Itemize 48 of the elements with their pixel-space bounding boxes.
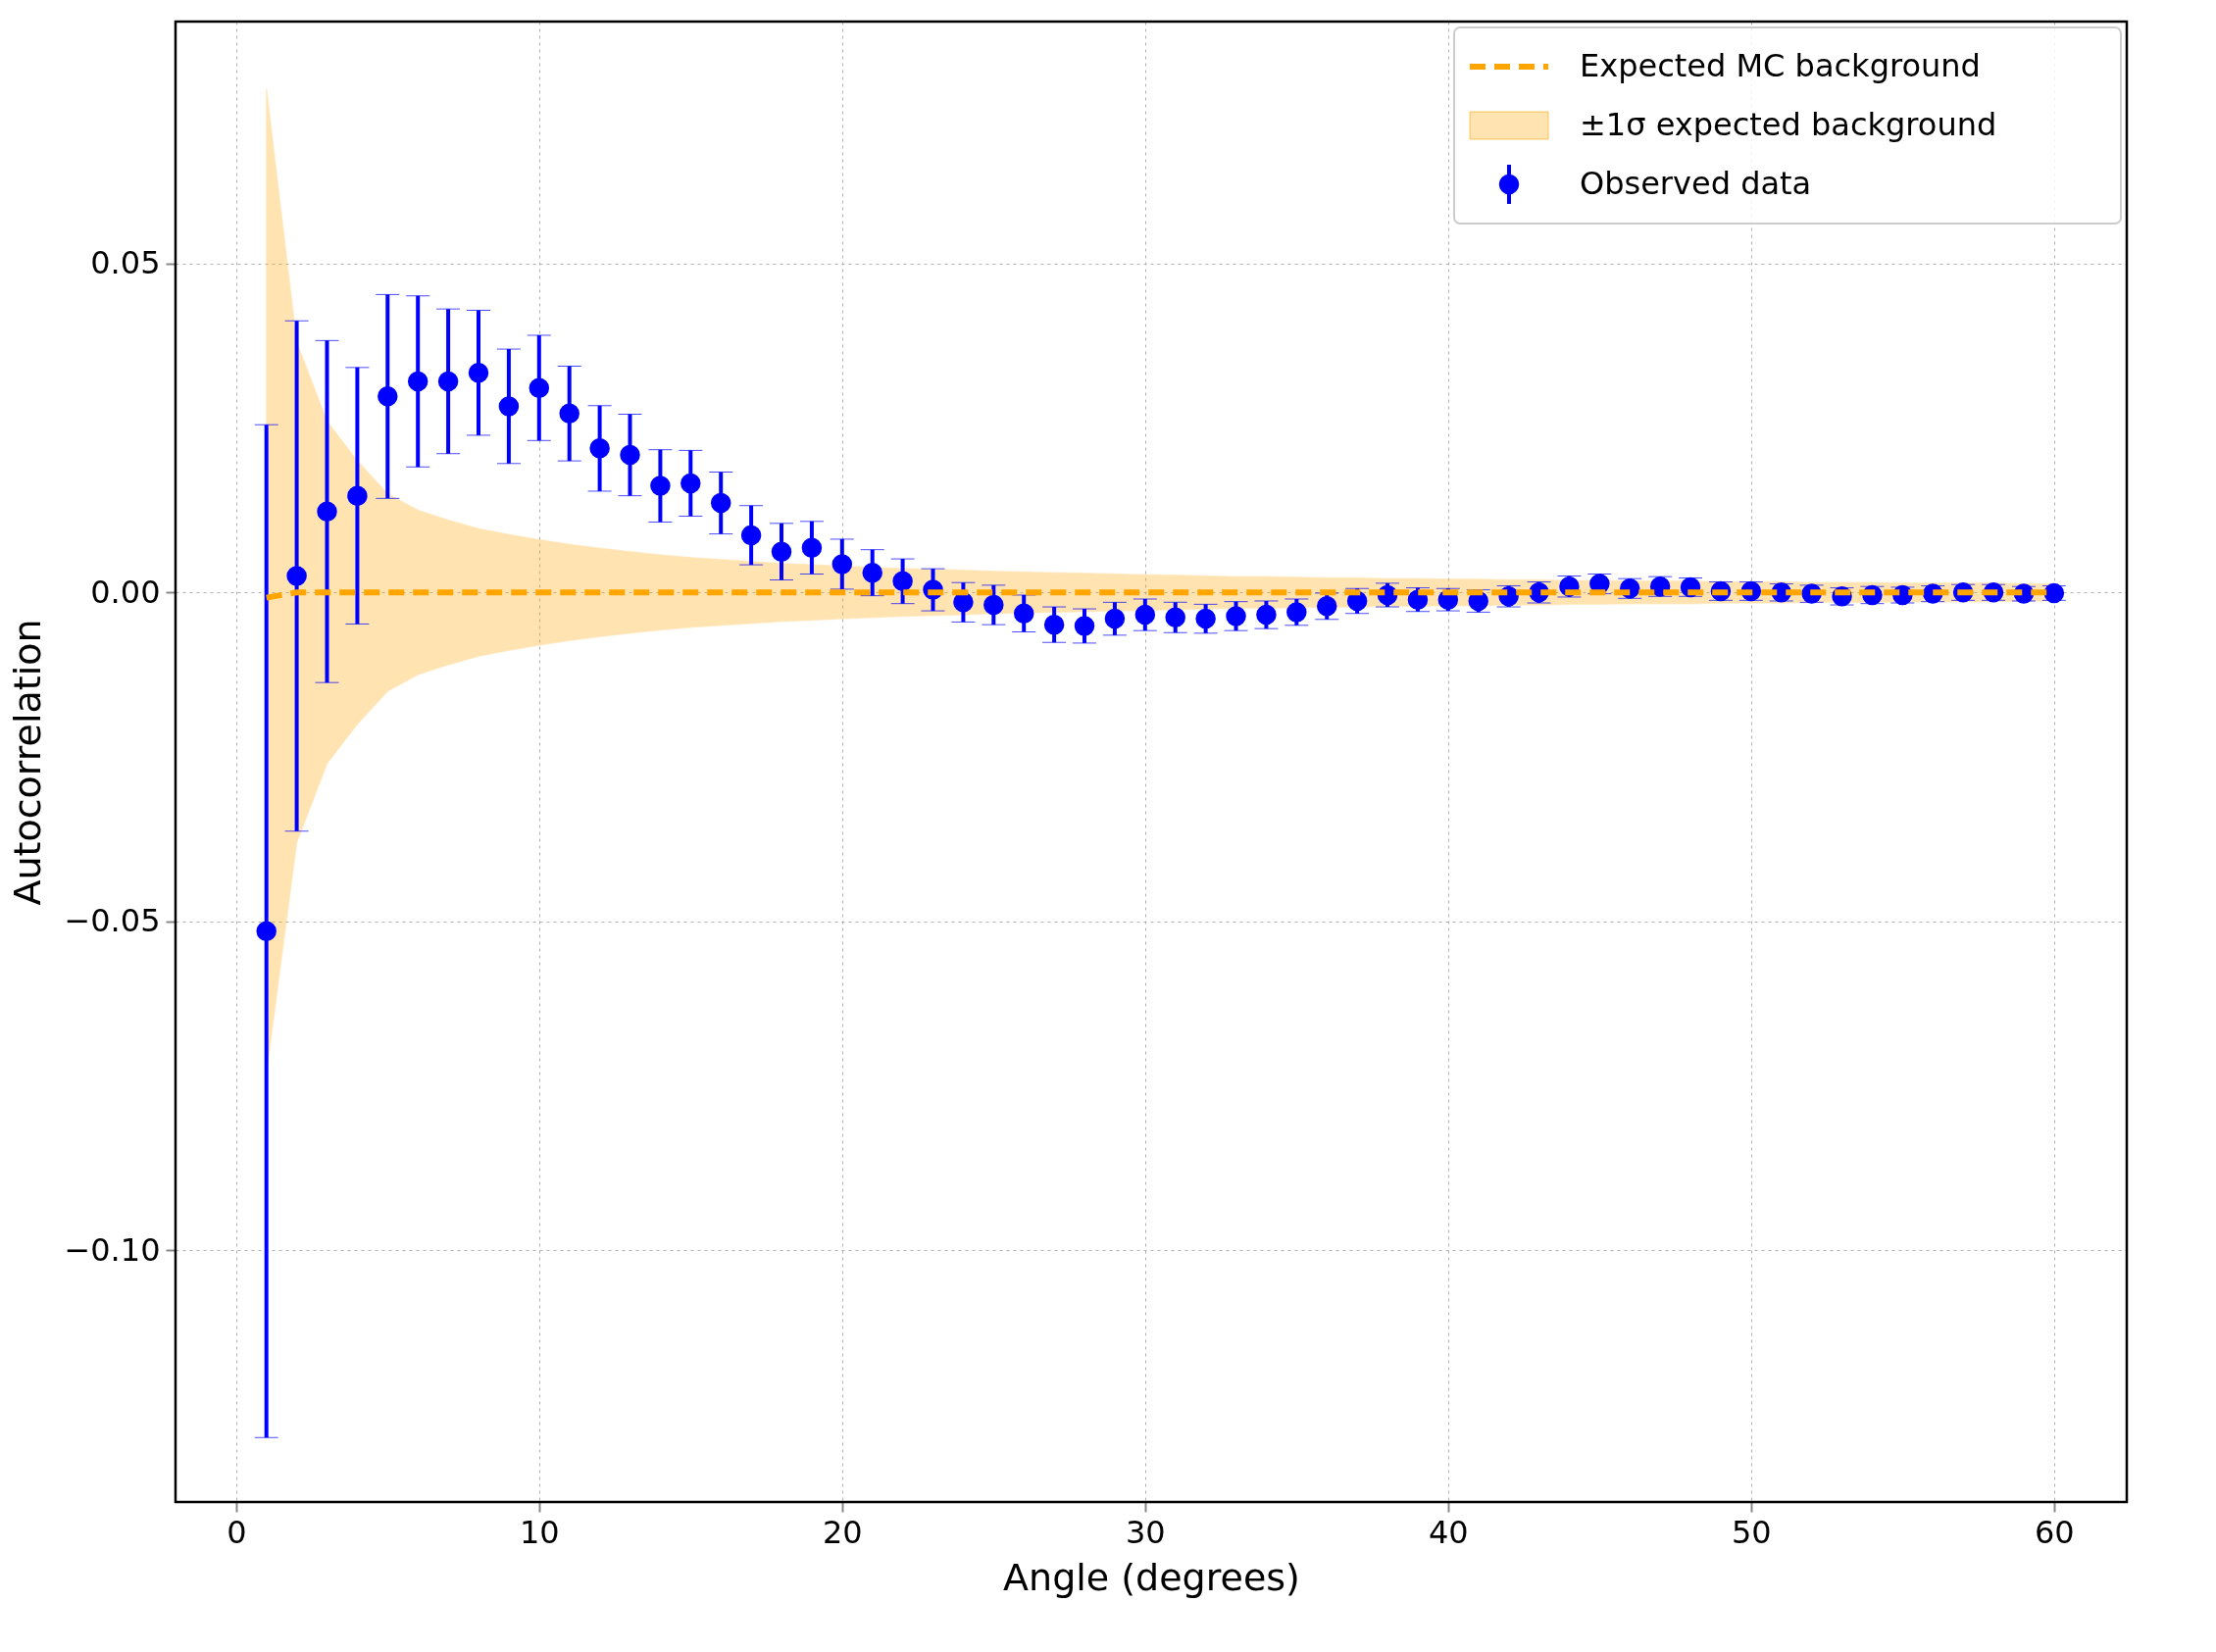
point [1104,608,1126,629]
x-tick-label: 30 [1125,1513,1166,1551]
y-tick-label: −0.10 [64,1230,161,1269]
y-tick-label: −0.05 [64,902,161,940]
point [256,921,277,941]
point [953,592,974,613]
x-tick-label: 10 [519,1513,560,1551]
x-tick-label: 0 [227,1513,247,1551]
point [498,396,520,417]
point [650,476,671,496]
legend-label: Expected MC background [1580,47,1981,84]
point [437,371,459,392]
point [468,362,489,383]
point [559,403,579,425]
y-axis-title: Autocorrelation [6,619,50,906]
point [771,541,792,562]
point [740,525,762,546]
point [620,444,640,466]
legend-label: Observed data [1580,165,1812,202]
point [1165,607,1185,627]
x-tick-label: 20 [822,1513,863,1551]
legend-label: ±1σ expected background [1580,106,1997,143]
point [1074,616,1095,636]
point [1134,604,1156,626]
x-axis-title: Angle (degrees) [1003,1555,1300,1599]
point [1043,614,1065,635]
x-tick-label: 60 [2034,1513,2075,1551]
point [831,554,853,575]
x-tick-label: 50 [1731,1513,1772,1551]
point [801,537,823,558]
point [529,377,550,398]
point [710,492,731,514]
point [317,501,337,522]
x-tick-label: 40 [1428,1513,1469,1551]
point [347,485,368,506]
y-tick-label: 0.00 [90,573,161,611]
point [1195,608,1216,629]
point [589,438,610,459]
point [1226,606,1246,626]
point [378,386,398,407]
point [680,473,701,494]
point [892,571,913,592]
y-tick-label: 0.05 [90,244,161,282]
point [862,562,882,583]
point [407,371,428,392]
point [286,566,307,586]
point [1013,603,1034,624]
point [983,594,1004,616]
